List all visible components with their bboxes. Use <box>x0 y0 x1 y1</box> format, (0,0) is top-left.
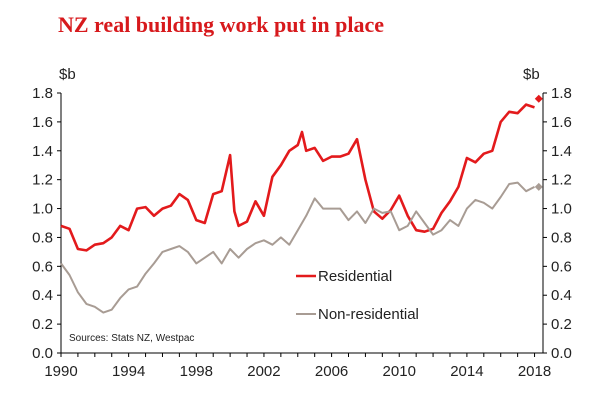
y-tick-label-right: 1.6 <box>551 114 572 131</box>
x-tick-label: 2002 <box>247 363 280 380</box>
y-tick-label-left: 1.2 <box>32 172 53 189</box>
y-tick-label-left: 1.6 <box>32 114 53 131</box>
y-tick-label-left: 0.6 <box>32 258 53 275</box>
legend-residential-label: Residential <box>318 268 392 285</box>
y-tick-label-right: 1.4 <box>551 143 572 160</box>
y-tick-label-right: 1.2 <box>551 172 572 189</box>
y-tick-label-left: 0.4 <box>32 287 53 304</box>
residential-series-line <box>60 103 535 252</box>
chart-title: NZ real building work put in place <box>58 12 384 37</box>
y-tick-label-right: 0.8 <box>551 229 572 246</box>
source-note: Sources: Stats NZ, Westpac <box>69 333 194 344</box>
y-tick-label-left: 1.4 <box>32 143 53 160</box>
y-tick-label-right: 1.0 <box>551 201 572 218</box>
y-tick-label-right: 0.6 <box>551 258 572 275</box>
x-tick-label: 2010 <box>383 363 416 380</box>
x-tick-label: 2006 <box>315 363 348 380</box>
x-tick-label: 1994 <box>112 363 145 380</box>
y-tick-label-right: 0.2 <box>551 316 572 333</box>
left-axis-unit: $b <box>59 66 76 83</box>
y-tick-label-left: 1.0 <box>32 201 53 218</box>
y-tick-label-right: 0.0 <box>551 345 572 362</box>
y-tick-label-right: 1.8 <box>551 85 572 102</box>
y-tick-label-left: 0.2 <box>32 316 53 333</box>
x-tick-label: 1998 <box>180 363 213 380</box>
x-tick-label: 1990 <box>44 363 77 380</box>
y-tick-label-left: 0.0 <box>32 345 53 362</box>
y-tick-label-left: 1.8 <box>32 85 53 102</box>
residential-marker <box>534 94 543 103</box>
legend-nonresidential-label: Non-residential <box>318 306 419 323</box>
nonresidential-series-line <box>60 181 535 314</box>
y-tick-label-right: 0.4 <box>551 287 572 304</box>
nonresidential-marker <box>534 182 543 191</box>
x-tick-label: 2014 <box>450 363 483 380</box>
y-tick-label-left: 0.8 <box>32 229 53 246</box>
x-tick-label: 2018 <box>518 363 551 380</box>
right-axis-unit: $b <box>523 66 540 83</box>
